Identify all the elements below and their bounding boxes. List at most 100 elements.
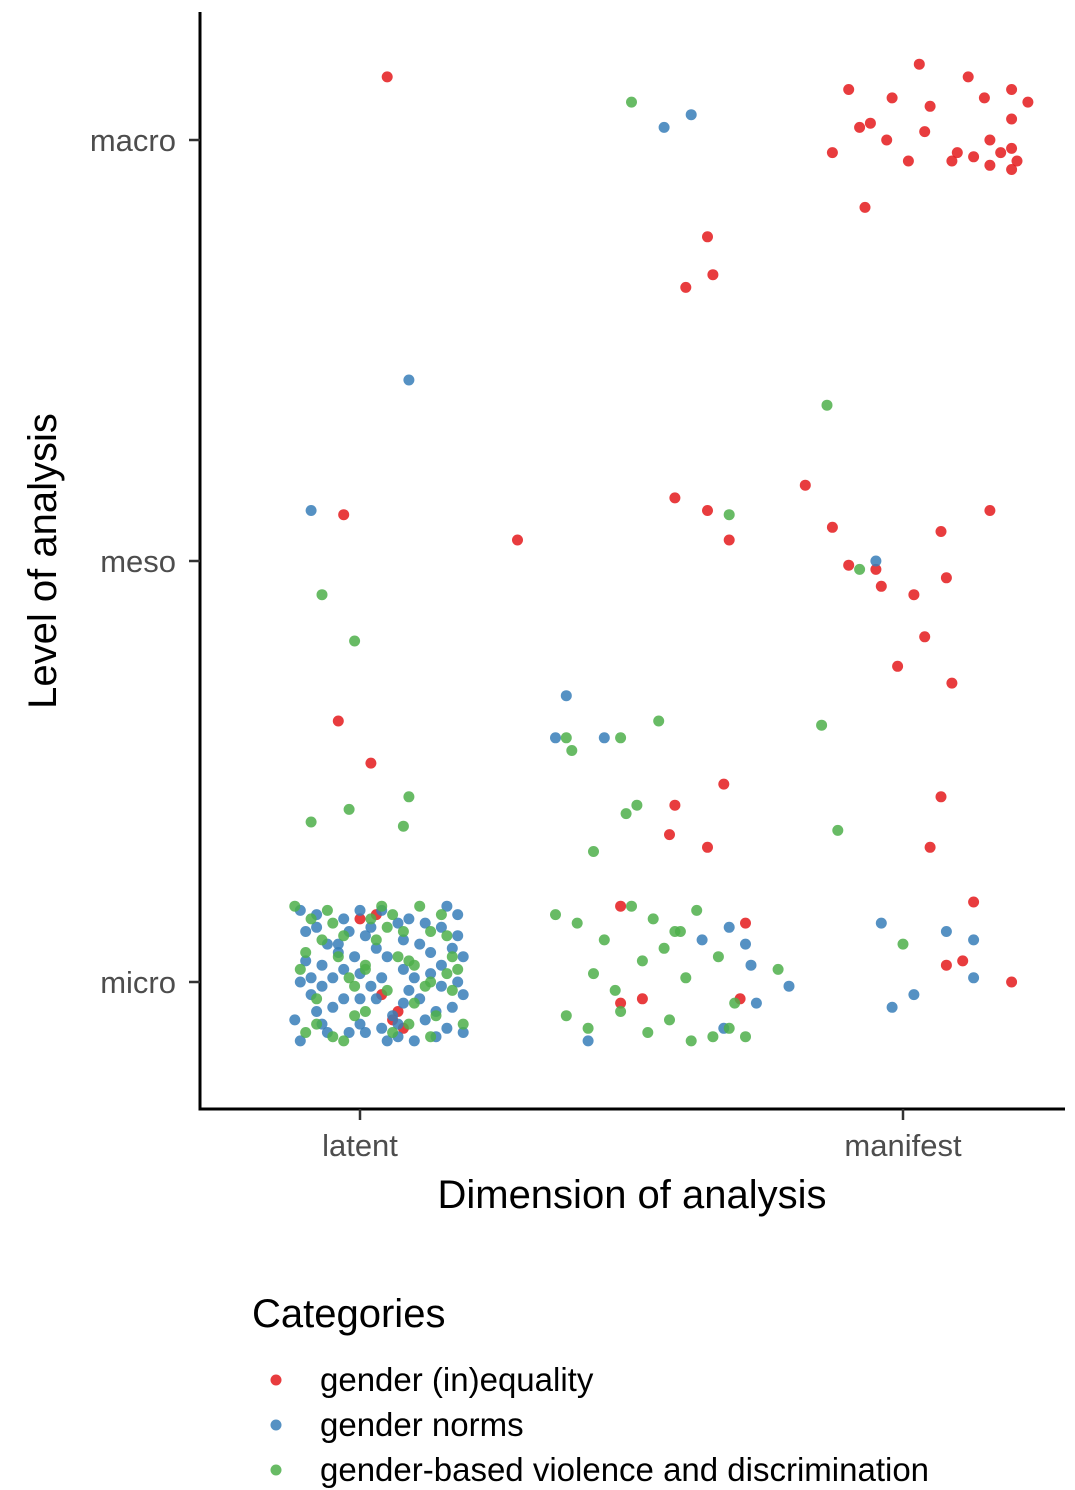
data-point (712, 951, 724, 963)
data-point (588, 968, 599, 980)
data-point (745, 959, 757, 971)
data-point (452, 930, 464, 942)
data-point (403, 984, 415, 996)
data-point (419, 917, 431, 929)
data-point (1006, 164, 1018, 175)
data-point (550, 732, 561, 744)
data-point (305, 816, 317, 828)
data-point (620, 808, 632, 820)
data-point (425, 976, 437, 988)
data-point (707, 269, 719, 281)
data-point (816, 719, 828, 731)
data-point (316, 589, 328, 601)
data-point (940, 926, 952, 937)
x-ticks: latent manifest (322, 1109, 962, 1163)
data-point (354, 993, 366, 1005)
series-3 (289, 96, 909, 1047)
data-point (435, 909, 447, 921)
data-point (441, 930, 453, 942)
data-point (408, 1035, 420, 1047)
data-point (446, 984, 458, 996)
y-tick-label: macro (90, 123, 176, 158)
data-point (452, 976, 464, 988)
data-point (1022, 96, 1034, 108)
data-point (370, 934, 382, 946)
data-point (381, 984, 393, 996)
data-point (294, 1035, 306, 1047)
data-point (300, 926, 312, 937)
data-point (425, 947, 437, 958)
data-point (397, 820, 409, 832)
data-point (908, 989, 920, 1001)
data-point (419, 1014, 431, 1026)
data-point (512, 534, 523, 546)
data-point (957, 955, 969, 967)
legend-label: gender (in)equality (320, 1361, 594, 1398)
data-point (702, 231, 713, 243)
data-point (615, 997, 627, 1009)
x-axis-title: Dimension of analysis (437, 1173, 826, 1217)
data-point (691, 904, 703, 916)
data-point (381, 1035, 393, 1047)
data-point (1006, 142, 1018, 154)
data-point (674, 926, 686, 937)
data-point (414, 900, 426, 912)
data-point (311, 1006, 323, 1017)
data-point (457, 1027, 469, 1038)
data-point (962, 71, 974, 83)
data-point (392, 1018, 404, 1030)
data-point (452, 963, 464, 975)
data-point (723, 534, 735, 546)
data-point (365, 913, 377, 925)
data-point (598, 732, 610, 744)
data-point (397, 963, 409, 975)
y-axis-title: Level of analysis (21, 413, 65, 709)
data-point (316, 934, 328, 946)
legend-label: gender norms (320, 1406, 524, 1443)
series-2 (289, 109, 980, 1047)
data-point (343, 803, 355, 815)
data-point (588, 846, 599, 857)
y-ticks: micro meso macro (90, 123, 200, 1000)
data-point (365, 980, 377, 992)
data-point (653, 715, 665, 727)
data-point (832, 824, 844, 836)
data-point (978, 92, 990, 104)
data-point (870, 555, 882, 567)
data-point (430, 1010, 442, 1022)
data-point (680, 972, 692, 984)
data-point (441, 968, 453, 980)
data-point (332, 938, 344, 950)
data-point (740, 938, 751, 950)
data-point (598, 934, 610, 946)
data-point (441, 900, 453, 912)
data-point (327, 972, 339, 984)
data-point (359, 930, 371, 942)
data-point (664, 1014, 675, 1026)
data-point (615, 1006, 627, 1017)
data-point (995, 147, 1007, 159)
data-point (403, 913, 415, 925)
data-point (935, 526, 947, 537)
data-point (446, 1001, 458, 1013)
data-point (354, 1018, 366, 1030)
data-point (685, 1035, 697, 1047)
data-point (457, 951, 469, 963)
data-point (658, 121, 670, 133)
data-point (626, 900, 637, 912)
data-point (951, 147, 963, 159)
data-point (370, 993, 382, 1005)
data-point (826, 521, 838, 533)
data-point (750, 997, 762, 1009)
data-point (316, 959, 328, 971)
data-point (615, 900, 627, 912)
points-layer (289, 58, 1034, 1047)
data-point (897, 938, 909, 950)
data-point (685, 109, 697, 121)
data-point (729, 997, 741, 1009)
legend-marker (270, 1374, 282, 1386)
data-point (397, 997, 409, 1009)
data-point (886, 92, 898, 104)
legend-items: gender (in)equality gender norms gender-ba… (270, 1361, 929, 1488)
